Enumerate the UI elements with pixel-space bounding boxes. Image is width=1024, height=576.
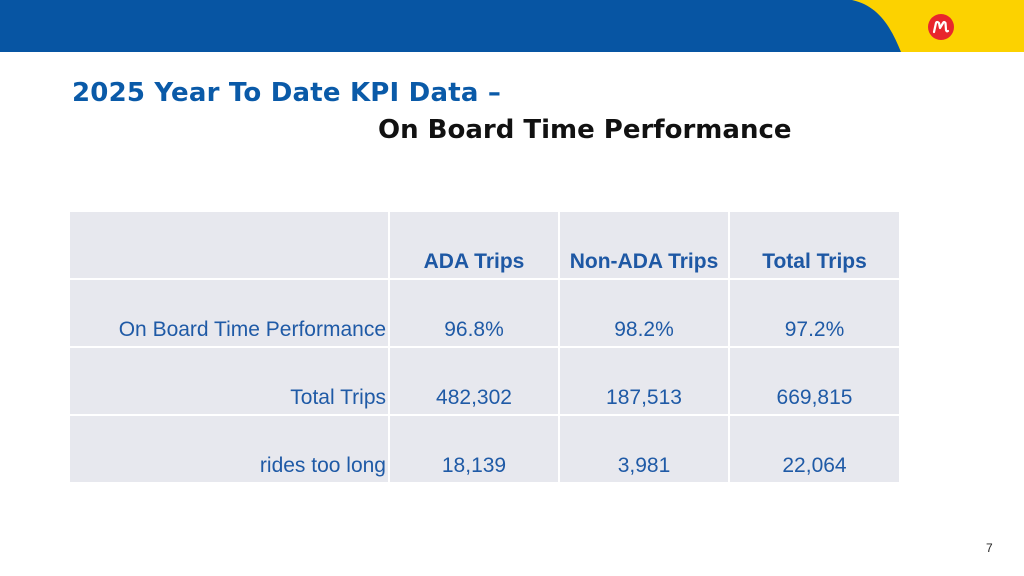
table-cell: 482,302: [388, 346, 559, 415]
row-label: On Board Time Performance: [70, 278, 389, 347]
table-cell: 3,981: [558, 414, 729, 482]
table-cell: 22,064: [728, 414, 899, 482]
table-cell: 187,513: [558, 346, 729, 415]
header-cell-non-ada-trips: Non-ADA Trips: [558, 212, 729, 279]
table-row: On Board Time Performance 96.8% 98.2% 97…: [70, 278, 899, 347]
table-row: rides too long 18,139 3,981 22,064: [70, 414, 899, 482]
header-accent-shape: [852, 0, 1024, 52]
table-row: Total Trips 482,302 187,513 669,815: [70, 346, 899, 415]
header-band: [0, 0, 1024, 52]
page-number: 7: [986, 541, 993, 555]
table-cell: 96.8%: [388, 278, 559, 347]
slide-subtitle: On Board Time Performance: [378, 115, 792, 145]
row-label: Total Trips: [70, 346, 389, 415]
table-cell: 669,815: [728, 346, 899, 415]
brand-logo-icon: [928, 14, 954, 40]
slide-title: 2025 Year To Date KPI Data –: [72, 78, 502, 108]
header-cell-ada-trips: ADA Trips: [388, 212, 559, 279]
row-label: rides too long: [70, 414, 389, 482]
table-cell: 18,139: [388, 414, 559, 482]
table-cell: 98.2%: [558, 278, 729, 347]
header-cell-empty: [70, 212, 389, 279]
table-cell: 97.2%: [728, 278, 899, 347]
header-cell-total-trips: Total Trips: [728, 212, 899, 279]
kpi-table: ADA Trips Non-ADA Trips Total Trips On B…: [70, 212, 899, 482]
table-header-row: ADA Trips Non-ADA Trips Total Trips: [70, 212, 899, 279]
